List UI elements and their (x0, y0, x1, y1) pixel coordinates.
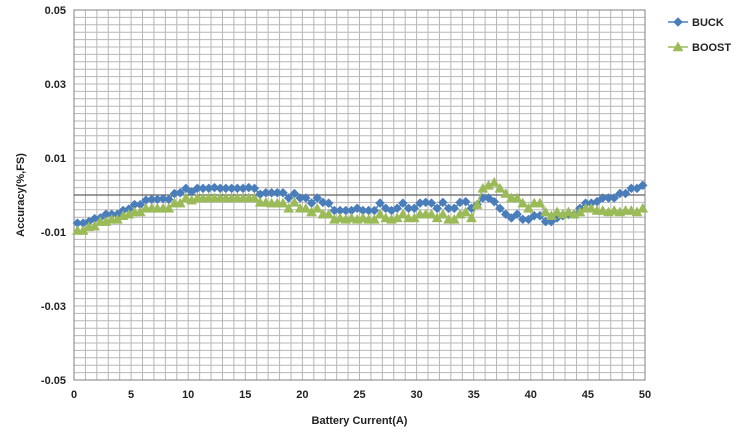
data-point-boost (500, 188, 512, 198)
data-point-boost (551, 206, 563, 217)
data-point-boost (563, 206, 574, 217)
y-tick-label: 0.01 (45, 153, 66, 165)
data-point-boost (311, 202, 323, 213)
data-point-boost (283, 202, 295, 213)
data-point-buck (449, 203, 460, 214)
legend-label-boost: BOOST (692, 42, 731, 54)
x-tick-label: 35 (468, 389, 480, 401)
data-point-buck (278, 187, 288, 198)
data-point-buck (438, 197, 448, 208)
data-point-buck (243, 182, 254, 193)
y-tick-label: -0.05 (41, 375, 66, 387)
data-point-buck (323, 198, 334, 208)
data-point-buck (318, 197, 328, 208)
data-point-boost (249, 192, 260, 203)
data-point-boost (494, 182, 506, 193)
data-point-boost (585, 202, 597, 213)
data-point-boost (368, 213, 380, 224)
data-point-boost (426, 208, 437, 219)
data-point-buck (460, 196, 471, 207)
data-point-buck (637, 180, 648, 191)
data-point-boost (488, 176, 500, 187)
data-point-boost (323, 208, 335, 219)
data-point-boost (374, 208, 386, 219)
data-point-boost (437, 208, 449, 219)
data-point-buck (495, 203, 505, 214)
series-boost (72, 176, 649, 235)
data-point-boost (511, 192, 523, 203)
data-point-buck (283, 193, 294, 203)
data-point-boost (174, 197, 186, 208)
data-point-boost (180, 192, 192, 203)
y-tick-label: -0.01 (41, 227, 66, 239)
data-point-boost (471, 199, 483, 209)
data-point-buck (523, 214, 534, 225)
data-point-buck (489, 196, 500, 207)
data-point-buck (512, 209, 522, 220)
legend-marker-buck (673, 17, 683, 27)
data-point-boost (637, 202, 649, 213)
data-point-buck (300, 193, 311, 203)
data-point-boost (277, 197, 289, 208)
data-point-boost (288, 196, 300, 207)
y-tick-label: 0.03 (45, 79, 66, 91)
data-point-boost (448, 213, 460, 224)
x-tick-label: 15 (239, 389, 251, 401)
x-tick-label: 25 (353, 389, 365, 401)
data-point-boost (523, 202, 534, 213)
data-point-boost (540, 206, 552, 217)
legend-label-buck: BUCK (692, 17, 724, 29)
data-point-buck (398, 198, 408, 208)
series-layer (72, 176, 649, 235)
data-point-buck (420, 197, 431, 208)
data-point-buck (209, 182, 220, 193)
legend-item-buck: BUCK (668, 17, 724, 29)
x-tick-label: 10 (182, 389, 194, 401)
data-point-buck (483, 193, 494, 203)
data-point-boost (465, 212, 477, 223)
legend-marker-boost (672, 41, 684, 52)
data-point-buck (426, 198, 437, 208)
data-point-buck (375, 198, 385, 208)
data-point-boost (534, 197, 546, 208)
data-point-buck (175, 187, 186, 198)
y-axis-title: Accuracy(%,FS) (15, 153, 27, 237)
legend: BUCK BOOST (668, 17, 731, 54)
x-axis-title: Battery Current(A) (312, 415, 408, 427)
x-tick-label: 30 (410, 389, 422, 401)
data-point-boost (460, 206, 472, 217)
x-tick-label: 0 (71, 389, 77, 401)
data-point-buck (620, 188, 631, 199)
data-point-buck (609, 193, 620, 203)
data-point-buck (506, 213, 517, 223)
x-tick-label: 50 (639, 389, 651, 401)
y-tick-label: -0.03 (41, 301, 66, 313)
legend-item-boost: BOOST (668, 41, 731, 54)
data-point-boost (300, 202, 312, 213)
x-tick-label: 5 (128, 389, 134, 401)
x-tick-label: 40 (525, 389, 537, 401)
tick-labels: 0 5 10 15 20 25 30 35 40 45 50 0.05 0.03 0.01 -0.01 -0.… (41, 5, 651, 401)
data-point-buck (312, 193, 323, 203)
data-point-buck (500, 209, 511, 220)
data-point-boost (163, 202, 175, 213)
x-tick-label: 45 (582, 389, 594, 401)
x-tick-label: 20 (296, 389, 308, 401)
data-point-boost (397, 208, 409, 219)
data-point-boost (517, 197, 529, 208)
y-tick-label: 0.05 (45, 5, 66, 17)
